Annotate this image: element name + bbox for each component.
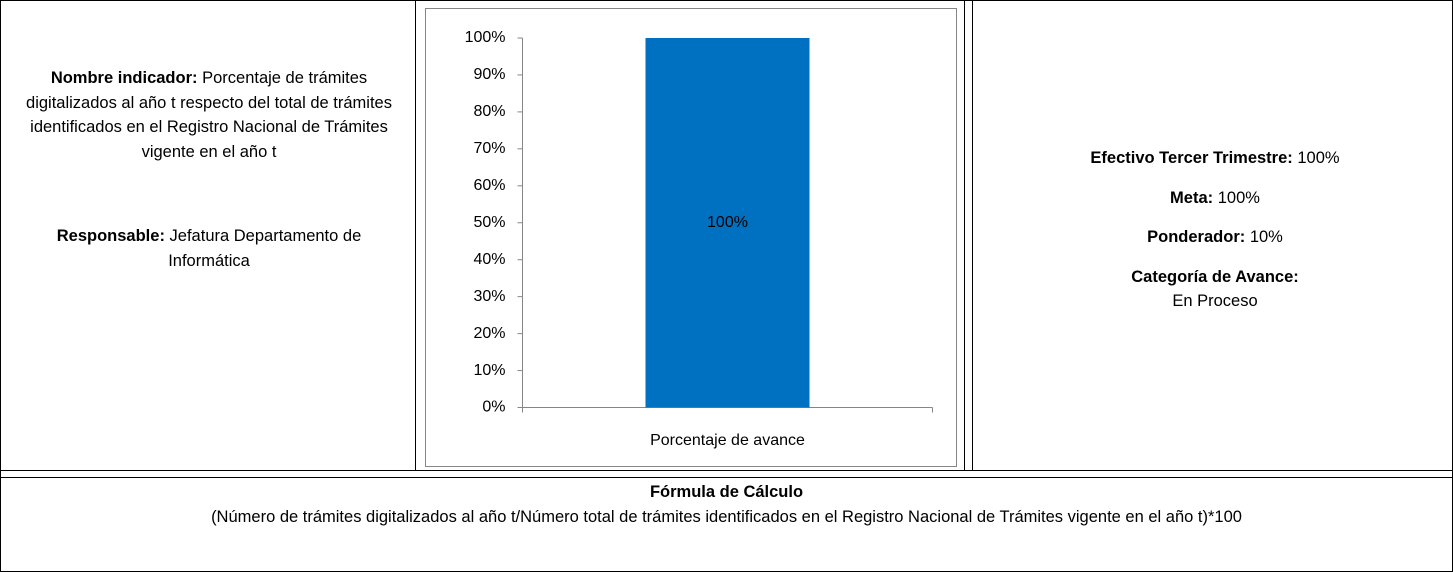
y-tick-label: 0%	[482, 399, 505, 416]
label: Efectivo Tercer Trimestre:	[1090, 149, 1293, 167]
y-tick-label: 40%	[473, 251, 505, 268]
value: 100%	[1297, 149, 1340, 167]
data-label: 100%	[707, 214, 748, 231]
value: En Proceso	[1172, 292, 1258, 310]
value: 100%	[1217, 188, 1260, 207]
x-tick-label: Porcentaje de avance	[650, 432, 805, 449]
value: Porcentaje de trámites digitalizados al …	[26, 69, 392, 161]
formula-cell: Fórmula de Cálculo (Número de trámites d…	[6, 480, 1447, 529]
chart: 0% 10% 20% 30% 40% 50% 60% 70% 80% 90% 100% Porcent…	[465, 29, 933, 449]
formula-text: (Número de trámites digitalizados al año…	[211, 507, 1242, 526]
value: Jefatura Departamento de Informática	[168, 227, 362, 270]
summary-weight: Ponderador: 10%	[985, 225, 1445, 250]
title: Fórmula de Cálculo	[649, 483, 804, 501]
summary-goal: Meta: 100%	[985, 186, 1445, 211]
label: Nombre indicador:	[50, 69, 198, 87]
label: Meta:	[1170, 188, 1214, 207]
summary-effective: Efectivo Tercer Trimestre: 100%	[985, 146, 1445, 171]
value: 10%	[1249, 228, 1283, 246]
summary-category: Categoría de Avance: En Proceso	[985, 265, 1445, 314]
y-tick-label: 20%	[473, 325, 505, 342]
y-tick-label: 60%	[473, 177, 505, 194]
indicator-cell: Nombre indicador: Porcentaje de trámites…	[18, 66, 400, 273]
y-tick-label: 100%	[465, 29, 506, 46]
y-tick-label: 70%	[473, 140, 505, 157]
y-tick-label: 90%	[473, 66, 505, 83]
label: Responsable:	[56, 227, 165, 245]
label: Categoría de Avance:	[1131, 267, 1299, 286]
indicator-name: Nombre indicador: Porcentaje de trámites…	[18, 66, 400, 164]
label: Ponderador:	[1147, 228, 1246, 246]
formula-title: Fórmula de Cálculo	[6, 480, 1447, 505]
y-tick-label: 80%	[473, 103, 505, 120]
indicator-responsible: Responsable: Jefatura Departamento de In…	[18, 224, 400, 273]
y-tick-label: 10%	[473, 362, 505, 379]
y-tick-label: 50%	[473, 214, 505, 231]
bar	[645, 38, 810, 408]
y-tick-label: 30%	[473, 288, 505, 305]
summary-cell: Efectivo Tercer Trimestre: 100% Meta: 10…	[985, 146, 1445, 314]
